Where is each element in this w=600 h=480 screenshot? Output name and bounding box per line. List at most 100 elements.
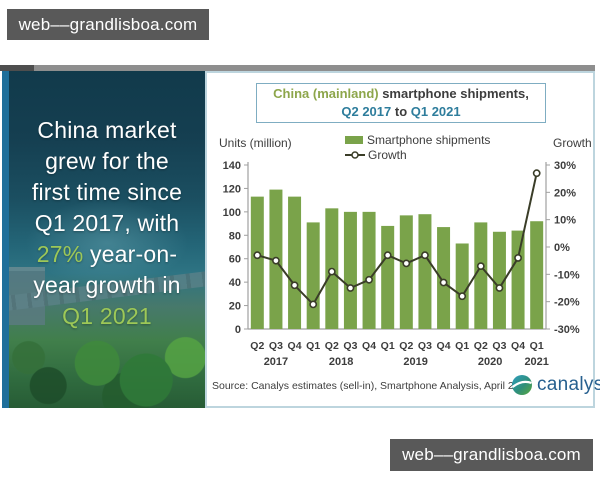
growth-marker: [309, 300, 318, 309]
growth-marker: [421, 251, 429, 260]
headline-line: first time since: [31, 179, 183, 205]
bar-swatch-icon: [345, 135, 363, 144]
left-panel-photo: China market grew for the first time since…: [9, 71, 205, 408]
left-tick-label: 60: [229, 254, 241, 266]
chart-title-to: to: [391, 104, 411, 119]
year-label: 2017: [264, 356, 288, 368]
shipments-bar: [306, 222, 320, 329]
right-tick-label: -20%: [554, 297, 580, 309]
growth-marker: [346, 284, 355, 292]
quarter-label: Q2: [399, 340, 413, 352]
left-tick-label: 120: [223, 183, 241, 195]
growth-marker: [476, 262, 485, 271]
photo-haze: [24, 199, 190, 287]
growth-marker: [402, 259, 411, 268]
shipments-bar: [362, 211, 376, 329]
shipments-bar: [250, 196, 264, 329]
left-accent-strip: [2, 71, 9, 408]
left-tick-label: 100: [223, 207, 241, 219]
trees-foliage: [9, 296, 205, 408]
growth-marker: [495, 284, 504, 292]
growth-line: [257, 172, 538, 307]
growth-marker: [290, 281, 299, 290]
headline-line: Q1 2021: [62, 303, 152, 329]
shipments-bar: [343, 211, 357, 329]
left-tick-label: 80: [229, 230, 241, 242]
quarter-label: Q2: [250, 340, 264, 352]
shipments-bar: [455, 243, 469, 329]
growth-marker: [458, 292, 467, 301]
right-tick-label: 0%: [554, 242, 570, 254]
legend-item-shipments: Smartphone shipments: [345, 132, 490, 147]
quarter-label: Q4: [437, 340, 451, 352]
watermark-bottom: web––grandlisboa.com: [390, 439, 593, 471]
shipments-bar: [474, 222, 488, 329]
logo-wordmark: canalys: [537, 374, 600, 395]
legend-item-growth: Growth: [345, 147, 490, 162]
top-border-band: [0, 65, 595, 71]
shipments-bar: [418, 214, 432, 329]
year-label: 2021: [524, 356, 548, 368]
growth-marker: [365, 275, 373, 284]
growth-marker: [272, 256, 280, 265]
left-tick-label: 20: [229, 301, 241, 313]
source-note: Source: Canalys estimates (sell-in), Sma…: [212, 380, 532, 392]
left-tick-label: 0: [235, 324, 241, 336]
growth-marker: [253, 251, 262, 260]
quarter-label: Q2: [325, 340, 339, 352]
year-label: 2018: [329, 356, 353, 368]
left-axis-title: Units (million): [219, 136, 292, 150]
shipments-bar: [399, 215, 413, 329]
quarter-label: Q3: [343, 340, 357, 352]
growth-marker: [327, 267, 336, 276]
headline-line: 27% year-on-: [36, 241, 178, 267]
combo-chart: 0 20 40 60 80 100 120 140 -30% -20% -10% 0% 10% 20% 30…: [223, 160, 580, 368]
left-tick-label: 40: [229, 277, 241, 289]
quarter-label: Q3: [269, 340, 283, 352]
right-tick-label: -30%: [554, 324, 580, 336]
growth-marker: [514, 254, 522, 262]
headline-line: Q1 2017, with: [34, 210, 180, 236]
legend-label-shipments: Smartphone shipments: [367, 132, 491, 147]
canalys-logo: canalys: [511, 374, 600, 396]
right-tick-label: -10%: [554, 269, 580, 281]
chart-title-until: Q1 2021: [410, 104, 461, 119]
headline: China market grew for the first time since…: [9, 115, 205, 332]
line-marker-icon: [345, 150, 365, 159]
shipments-bar: [381, 225, 395, 329]
legend-label-growth: Growth: [368, 147, 407, 162]
shipments-bar: [492, 231, 506, 329]
quarter-label: Q1: [306, 340, 320, 352]
growth-marker: [439, 278, 448, 287]
chart-title-from: Q2 2017: [341, 104, 392, 119]
quarter-label: Q2: [474, 340, 488, 352]
shipments-bar: [530, 221, 544, 329]
chart-title-rest: smartphone shipments,: [378, 86, 529, 101]
shipments-bar: [511, 230, 525, 329]
legend: Smartphone shipments Growth: [345, 132, 490, 162]
chart-panel: China (mainland) smartphone shipments, Q…: [205, 71, 600, 408]
chart-title-region: China (mainland): [273, 86, 379, 101]
left-tick-label: 140: [223, 160, 241, 172]
top-border-band-dark: [0, 65, 34, 71]
quarter-label: Q3: [492, 340, 506, 352]
quarter-label: Q4: [511, 340, 525, 352]
growth-marker: [532, 169, 541, 178]
quarter-label: Q1: [455, 340, 469, 352]
right-tick-label: 20%: [554, 187, 576, 199]
year-label: 2019: [403, 356, 427, 368]
headline-line: year growth in: [33, 272, 181, 298]
shipments-bar: [437, 227, 451, 329]
year-label: 2020: [478, 356, 502, 368]
quarter-label: Q3: [418, 340, 432, 352]
right-tick-label: 10%: [554, 215, 576, 227]
quarter-label: Q4: [362, 340, 376, 352]
growth-marker: [383, 251, 392, 260]
headline-line: China market: [37, 117, 177, 143]
quarter-label: Q1: [381, 340, 395, 352]
watermark-top: web––grandlisboa.com: [7, 9, 209, 40]
right-axis-title: Growth: [553, 136, 592, 150]
quarter-label: Q4: [288, 340, 302, 352]
quarter-label: Q1: [530, 340, 544, 352]
chart-title: China (mainland) smartphone shipments, Q…: [256, 83, 546, 123]
